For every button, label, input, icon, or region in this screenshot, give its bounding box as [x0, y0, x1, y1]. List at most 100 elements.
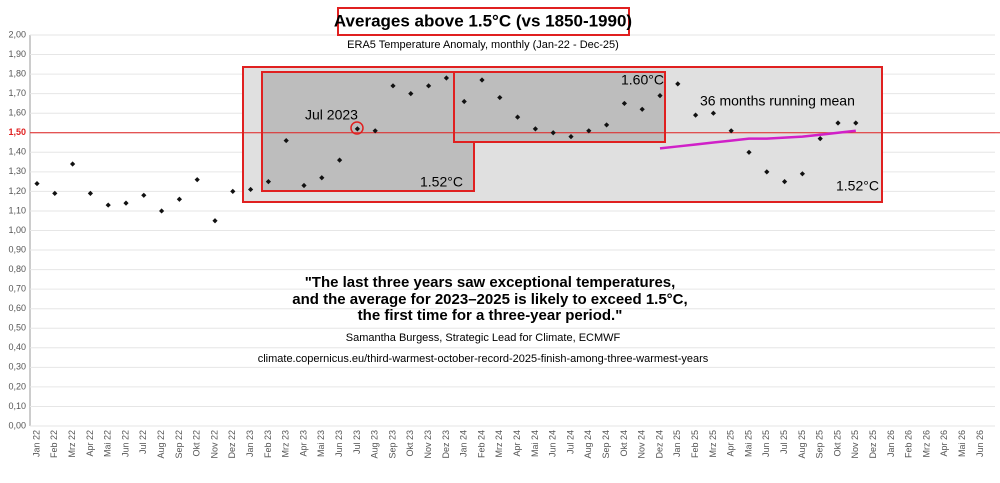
y-tick-label: 1,90	[8, 49, 26, 59]
x-tick-label: Jun 25	[761, 430, 771, 457]
data-point	[639, 106, 645, 112]
y-tick-label: 1,30	[8, 166, 26, 176]
x-tick-label: Nov 23	[423, 430, 433, 459]
y-tick-label: 0,10	[8, 401, 26, 411]
x-tick-label: Mrz 23	[281, 430, 291, 458]
chart-title: Averages above 1.5°C (vs 1850-1990)	[334, 11, 632, 30]
data-point	[515, 114, 521, 120]
x-tick-label: Apr 24	[512, 430, 522, 457]
x-tick-label: Dez 23	[441, 430, 451, 459]
data-point	[123, 200, 129, 206]
data-point	[693, 112, 699, 118]
x-tick-label: Jan 23	[245, 430, 255, 457]
attribution: Samantha Burgess, Strategic Lead for Cli…	[346, 332, 621, 344]
data-point	[799, 171, 805, 177]
data-point	[835, 120, 841, 126]
x-tick-label: Mai 25	[743, 430, 753, 457]
y-tick-label: 0,30	[8, 362, 26, 372]
data-point	[710, 110, 716, 116]
x-tick-label: Mrz 24	[494, 430, 504, 458]
x-tick-label: Okt 22	[192, 430, 202, 457]
data-point	[212, 218, 218, 224]
x-tick-label: Aug 23	[370, 430, 380, 459]
y-tick-label: 0,40	[8, 342, 26, 352]
data-point	[408, 91, 414, 97]
data-point	[390, 83, 396, 89]
x-tick-label: Dez 22	[227, 430, 237, 459]
x-tick-label: Jul 23	[352, 430, 362, 454]
y-tick-label: 0,50	[8, 323, 26, 333]
x-tick-label: Okt 24	[619, 430, 629, 457]
x-tick-label: Aug 25	[797, 430, 807, 459]
annotation: 1.52°C	[836, 178, 879, 194]
x-tick-label: Feb 23	[263, 430, 273, 458]
data-point	[728, 128, 734, 134]
x-tick-label: Jan 25	[672, 430, 682, 457]
data-point	[230, 188, 236, 194]
y-tick-label: 1,20	[8, 186, 26, 196]
x-tick-label: Feb 25	[690, 430, 700, 458]
x-tick-label: Jun 22	[120, 430, 130, 457]
data-point	[283, 137, 289, 144]
data-point	[105, 202, 111, 208]
data-point	[497, 94, 503, 101]
y-tick-label: 0,90	[8, 244, 26, 254]
data-point	[461, 98, 467, 105]
data-point	[141, 192, 147, 198]
x-tick-label: Sep 24	[601, 430, 611, 459]
data-point	[194, 177, 200, 183]
y-tick-label: 1,60	[8, 108, 26, 118]
x-tick-label: Apr 26	[939, 430, 949, 457]
x-tick-label: Aug 24	[583, 430, 593, 459]
highlight-circle	[350, 121, 364, 135]
y-tick-label: 0,20	[8, 381, 26, 391]
x-tick-label: Mai 22	[103, 430, 113, 457]
x-tick-label: Dez 24	[654, 430, 664, 459]
x-tick-label: Jun 24	[548, 430, 558, 457]
x-tick-label: Jan 24	[459, 430, 469, 457]
x-tick-label: Apr 23	[298, 430, 308, 457]
y-tick-label: 1,70	[8, 88, 26, 98]
data-point	[621, 100, 627, 107]
running-mean-line	[659, 129, 856, 150]
y-tick-label: 1,50	[8, 127, 26, 137]
data-point	[70, 161, 76, 167]
x-tick-label: Apr 25	[726, 430, 736, 457]
quote: the first time for a three-year period."	[358, 307, 623, 324]
data-point	[782, 179, 788, 185]
x-tick-label: Okt 25	[832, 430, 842, 457]
x-tick-label: Nov 22	[209, 430, 219, 459]
x-tick-label: Sep 23	[387, 430, 397, 459]
x-tick-label: Okt 23	[405, 430, 415, 457]
x-tick-label: Jul 22	[138, 430, 148, 454]
data-point	[354, 126, 360, 132]
x-tick-label: Jun 23	[334, 430, 344, 457]
y-tick-label: 0,00	[8, 420, 26, 430]
data-point	[550, 130, 556, 136]
data-point	[301, 182, 307, 189]
y-tick-label: 1,00	[8, 225, 26, 235]
data-point	[248, 186, 254, 193]
data-point	[657, 93, 663, 99]
x-tick-label: Mai 24	[530, 430, 540, 457]
data-point	[479, 77, 485, 83]
source: climate.copernicus.eu/third-warmest-octo…	[258, 353, 709, 365]
y-tick-label: 2,00	[8, 29, 26, 39]
quote: and the average for 2023–2025 is likely …	[292, 291, 687, 308]
x-tick-label: Jan 26	[886, 430, 896, 457]
x-tick-label: Dez 25	[868, 430, 878, 459]
annotation: Jul 2023	[305, 107, 358, 123]
x-tick-label: Mai 23	[316, 430, 326, 457]
x-tick-label: Feb 24	[476, 430, 486, 458]
y-tick-label: 0,80	[8, 264, 26, 274]
data-point	[87, 190, 93, 196]
title-box	[337, 7, 630, 36]
data-point	[372, 128, 378, 134]
x-tick-label: Jan 22	[31, 430, 41, 457]
data-point	[34, 180, 40, 187]
data-point	[443, 75, 449, 81]
x-tick-label: Feb 26	[904, 430, 914, 458]
x-tick-label: Sep 25	[815, 430, 825, 459]
data-point	[604, 122, 610, 128]
